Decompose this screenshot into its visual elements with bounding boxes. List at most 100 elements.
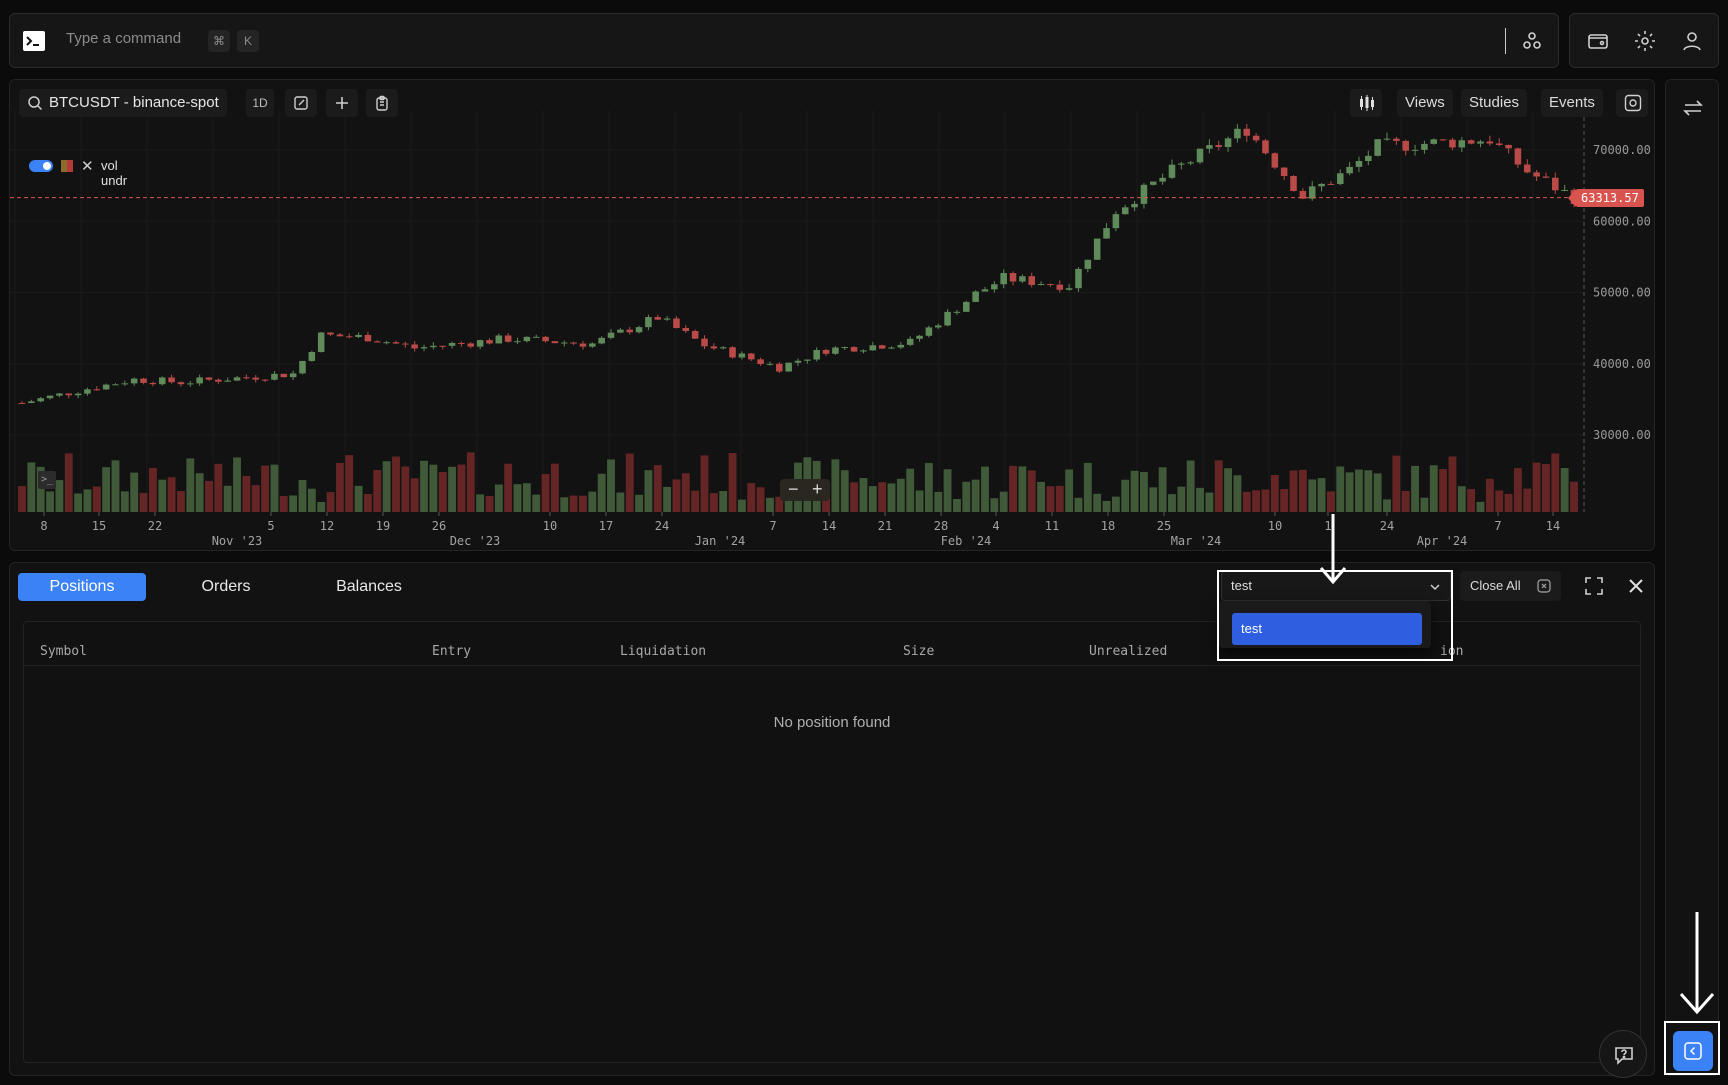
close-all-button[interactable]: Close All <box>1460 571 1561 601</box>
price-chart[interactable]: 70000.00 60000.00 50000.00 40000.00 30000.00… <box>10 80 1655 551</box>
volume-bar <box>1149 487 1158 512</box>
shapes-icon[interactable] <box>1520 29 1544 53</box>
column-header-liquidation[interactable]: Liquidation <box>620 644 707 659</box>
candle-body <box>1495 143 1503 145</box>
account-select[interactable]: test <box>1221 571 1451 601</box>
volume-bar <box>1280 489 1289 512</box>
volume-bar <box>466 452 475 512</box>
help-chat-icon <box>1615 1047 1633 1065</box>
candle-body <box>205 377 213 380</box>
collapse-panel-button[interactable] <box>1673 1031 1713 1071</box>
candle-body <box>1486 141 1494 144</box>
legend-toggle[interactable] <box>29 160 53 172</box>
help-button[interactable] <box>1599 1030 1647 1078</box>
volume-bar <box>644 470 653 512</box>
candle-body <box>729 347 736 358</box>
candle-body <box>102 384 110 390</box>
volume-bar <box>27 462 36 512</box>
zoom-out-button[interactable]: − <box>788 479 799 499</box>
add-button[interactable] <box>326 89 358 117</box>
candle-body <box>196 377 203 384</box>
command-input[interactable]: Type a command <box>66 30 182 47</box>
dropdown-option[interactable]: test <box>1232 613 1422 645</box>
volume-bar <box>541 474 550 512</box>
volume-bar <box>289 495 298 512</box>
candle-body <box>289 373 297 378</box>
user-icon[interactable] <box>1680 29 1704 53</box>
candle-body <box>560 342 568 344</box>
column-header-size[interactable]: Size <box>903 644 935 659</box>
volume-bar <box>279 496 288 512</box>
edit-button[interactable] <box>285 89 317 117</box>
close-icon[interactable] <box>1624 574 1648 598</box>
events-menu[interactable]: Events <box>1541 89 1603 117</box>
timeframe-button[interactable]: 1D <box>246 89 274 117</box>
expand-icon[interactable] <box>1582 574 1606 598</box>
tab-orders[interactable]: Orders <box>201 578 251 595</box>
candle-body <box>1131 203 1138 208</box>
command-bar[interactable]: Type a command ⌘ K <box>9 13 1559 68</box>
candle-body <box>1215 145 1222 147</box>
volume-bar <box>1102 500 1111 512</box>
candle-body <box>280 373 288 378</box>
candle-body <box>1234 128 1241 139</box>
candle-body <box>1383 138 1391 140</box>
candle-body <box>542 336 549 342</box>
candle-body <box>1075 268 1082 289</box>
volume-bar <box>1121 479 1130 512</box>
top-bar: Type a command ⌘ K <box>0 0 1728 76</box>
tab-balances[interactable]: Balances <box>336 578 402 595</box>
x-tick-label: 10 <box>1268 519 1282 533</box>
candle-body <box>1084 259 1092 269</box>
x-month-label: Mar '24 <box>1171 534 1222 548</box>
candle-body <box>785 362 792 372</box>
empty-state-message: No position found <box>773 714 891 731</box>
clipboard-button[interactable] <box>366 89 398 117</box>
volume-bar <box>317 501 326 512</box>
candle-body <box>364 334 372 342</box>
x-month-label: Feb '24 <box>941 534 992 548</box>
volume-bar <box>1476 501 1485 512</box>
volume-bar <box>1093 493 1102 512</box>
candle-body <box>187 383 194 385</box>
volume-bar <box>373 469 382 512</box>
symbol-search[interactable]: BTCUSDT - binance-spot <box>19 89 227 117</box>
column-header-unrealized[interactable]: Unrealized <box>1089 644 1168 659</box>
volume-bar <box>607 459 615 512</box>
x-tick-label: 21 <box>878 519 892 533</box>
x-tick-label: 11 <box>1045 519 1059 533</box>
column-header-symbol[interactable]: Symbol <box>40 644 87 659</box>
candle-body <box>233 377 241 381</box>
legend-remove-icon[interactable]: ✕ <box>81 158 94 175</box>
volume-bar <box>457 464 466 512</box>
candle-body <box>832 347 839 354</box>
x-tick-label: 26 <box>432 519 446 533</box>
legend-color-swatch[interactable] <box>61 160 73 172</box>
volume-bar <box>1570 481 1578 512</box>
volume-bar <box>681 473 690 512</box>
x-tick-label: 25 <box>1157 519 1171 533</box>
volume-bar <box>1392 455 1401 512</box>
swap-arrows-icon[interactable] <box>1681 96 1705 120</box>
candlestick-icon <box>1360 95 1374 111</box>
candle-type-button[interactable] <box>1350 89 1382 117</box>
views-menu[interactable]: Views <box>1397 89 1453 117</box>
edit-icon <box>294 96 308 110</box>
tab-positions[interactable]: Positions <box>18 573 146 601</box>
zoom-in-button[interactable]: + <box>812 479 823 499</box>
candle-body <box>1346 166 1353 174</box>
column-header-entry[interactable]: Entry <box>432 644 472 659</box>
volume-bar <box>242 475 251 512</box>
volume-bar <box>1401 490 1410 512</box>
candle-body <box>1047 284 1054 286</box>
candle-body <box>1439 139 1447 141</box>
volume-bar <box>354 485 363 512</box>
volume-bar <box>504 463 513 512</box>
chart-terminal-icon[interactable]: >_ <box>38 471 56 489</box>
volume-bar <box>1177 486 1186 512</box>
chart-settings-button[interactable] <box>1616 89 1648 117</box>
wallet-icon[interactable] <box>1586 29 1610 53</box>
studies-menu[interactable]: Studies <box>1461 89 1528 117</box>
settings-gear-icon[interactable] <box>1633 29 1657 53</box>
candle-body <box>953 311 961 313</box>
